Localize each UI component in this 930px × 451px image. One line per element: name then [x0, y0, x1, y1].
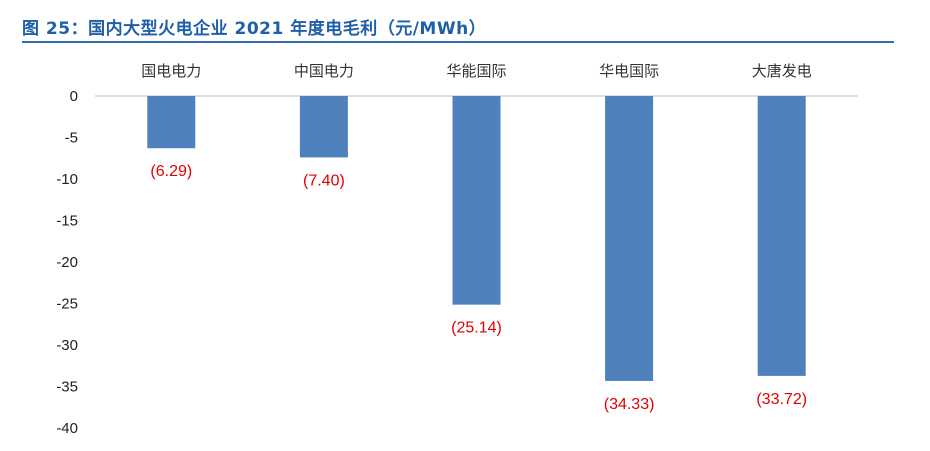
- bar: [757, 96, 806, 376]
- data-labels: (6.29) (7.40) (25.14) (34.33) (33.72): [150, 163, 807, 413]
- category-label: 国电电力: [141, 62, 201, 80]
- category-labels: 国电电力 中国电力 华能国际 华电国际 大唐发电: [141, 62, 811, 80]
- y-tick-label: -40: [56, 420, 78, 437]
- y-tick-label: -20: [56, 254, 78, 271]
- figure-title: 图 25：国内大型火电企业 2021 年度电毛利（元/MWh）: [22, 19, 487, 39]
- y-tick-label: -5: [65, 130, 78, 147]
- bars: [147, 96, 806, 381]
- data-label: (33.72): [756, 391, 807, 408]
- category-label: 大唐发电: [752, 62, 812, 80]
- y-tick-label: -35: [56, 379, 78, 396]
- category-label: 华电国际: [599, 62, 659, 80]
- bar: [147, 96, 196, 149]
- y-tick-label: -30: [56, 337, 78, 354]
- category-label: 中国电力: [294, 62, 354, 80]
- y-tick-label: -15: [56, 213, 78, 230]
- bar: [605, 96, 654, 381]
- y-axis-ticks: 0 -5 -10 -15 -20 -25 -30 -35 -40: [56, 88, 78, 437]
- data-label: (6.29): [150, 163, 192, 180]
- data-label: (25.14): [451, 320, 502, 337]
- data-label: (34.33): [604, 396, 655, 413]
- y-tick-label: -10: [56, 171, 78, 188]
- bar: [452, 96, 501, 305]
- y-tick-label: 0: [70, 88, 78, 105]
- bar: [299, 96, 348, 158]
- y-tick-label: -25: [56, 296, 78, 313]
- title-rule: [22, 41, 894, 43]
- data-label: (7.40): [303, 172, 345, 189]
- category-label: 华能国际: [446, 62, 506, 80]
